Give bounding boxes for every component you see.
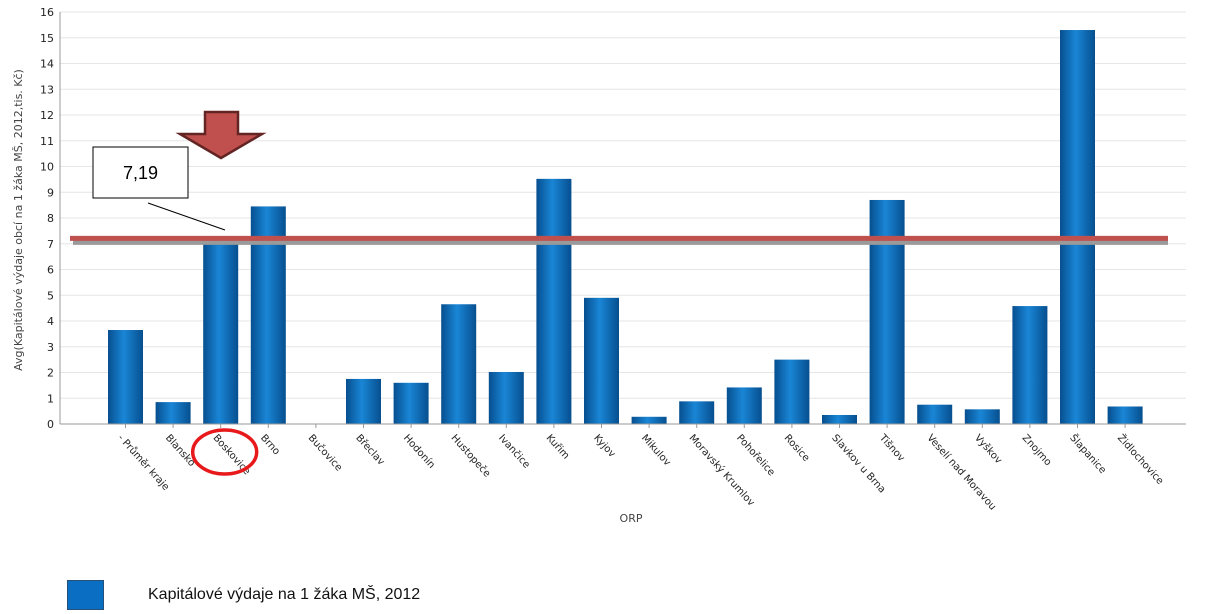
y-tick-label: 14 — [40, 58, 54, 71]
y-tick-label: 1 — [47, 392, 54, 405]
bar — [631, 416, 667, 424]
x-tick-label: Kyjov — [591, 433, 617, 460]
x-tick-label: Hustopeče — [448, 432, 493, 480]
x-tick-label: Mikulov — [639, 433, 673, 469]
y-tick-label: 7 — [47, 238, 54, 251]
x-tick-label: Slavkov u Brna — [829, 433, 887, 496]
bar — [441, 304, 477, 424]
bar — [346, 378, 381, 424]
axes — [59, 12, 1186, 428]
callout-label: 7,19 — [123, 163, 158, 183]
bar — [1107, 406, 1143, 424]
y-tick-label: 12 — [40, 109, 54, 122]
x-tick-label: Ivančice — [496, 432, 533, 471]
bar — [1060, 30, 1095, 425]
x-tick-label: Břeclav — [353, 432, 387, 468]
bar — [584, 297, 619, 424]
x-tick-label: Boskovice — [210, 433, 252, 478]
y-tick-label: 4 — [47, 315, 54, 328]
y-tick-label: 9 — [47, 186, 54, 199]
bar — [108, 330, 143, 424]
bar — [679, 401, 715, 424]
legend-label: Kapitálové výdaje na 1 žáka MŠ, 2012 — [148, 586, 421, 603]
callout-leader — [147, 202, 226, 231]
reference-line — [70, 235, 1168, 241]
x-tick-label: Židlochovice — [1115, 431, 1167, 487]
bar — [869, 199, 905, 424]
x-tick-label: Hodonín — [401, 432, 438, 471]
y-tick-label: 6 — [47, 264, 54, 277]
y-tick-label: 8 — [47, 212, 54, 225]
bars — [108, 30, 1143, 425]
y-axis-title: Avg(Kapitálové výdaje obcí na 1 žáka MŠ,… — [12, 69, 25, 371]
highlight-circle — [190, 428, 259, 476]
bar — [1012, 306, 1048, 424]
x-tick-label: Šlapanice — [1067, 431, 1109, 476]
x-tick-label: Bučovice — [306, 432, 345, 474]
bar — [536, 178, 572, 424]
callout-box — [92, 146, 189, 199]
y-tick-label: 3 — [47, 341, 54, 354]
reference-line-shadow — [73, 239, 1168, 245]
y-tick-label: 16 — [40, 6, 54, 19]
x-tick-label: Rosice — [782, 433, 812, 464]
legend-swatch — [67, 580, 104, 610]
y-tick-label: 10 — [40, 161, 54, 174]
y-tick-label: 11 — [40, 135, 54, 148]
down-arrow-icon — [175, 110, 267, 160]
y-tick-label: 13 — [40, 83, 54, 96]
y-tick-label: 5 — [47, 289, 54, 302]
x-tick-label: Tišnov — [876, 431, 907, 464]
bar — [155, 402, 191, 424]
bar — [774, 359, 810, 424]
x-tick-label: Kuřim — [544, 432, 572, 462]
bar — [822, 414, 857, 424]
bar — [726, 387, 762, 424]
y-tick-label: 2 — [47, 367, 54, 380]
x-tick-label: Brno — [258, 433, 282, 458]
bar — [917, 404, 953, 424]
y-tick-label: 0 — [47, 418, 54, 431]
bar — [203, 238, 239, 424]
legend: Kapitálové výdaje na 1 žáka MŠ, 2012 — [67, 580, 420, 610]
x-tick-label: Pohořelice — [734, 432, 777, 478]
bar — [393, 382, 429, 424]
x-axis-title: ORP — [620, 512, 643, 525]
x-tick-label: - Průměr kraje — [115, 432, 172, 493]
bar — [964, 409, 1000, 424]
bar — [488, 371, 524, 424]
y-tick-label: 15 — [40, 32, 54, 45]
x-tick-label: Vyškov — [972, 432, 1005, 466]
annotations: 7,19 — [70, 110, 1168, 476]
x-tick-label: Znojmo — [1020, 433, 1054, 469]
